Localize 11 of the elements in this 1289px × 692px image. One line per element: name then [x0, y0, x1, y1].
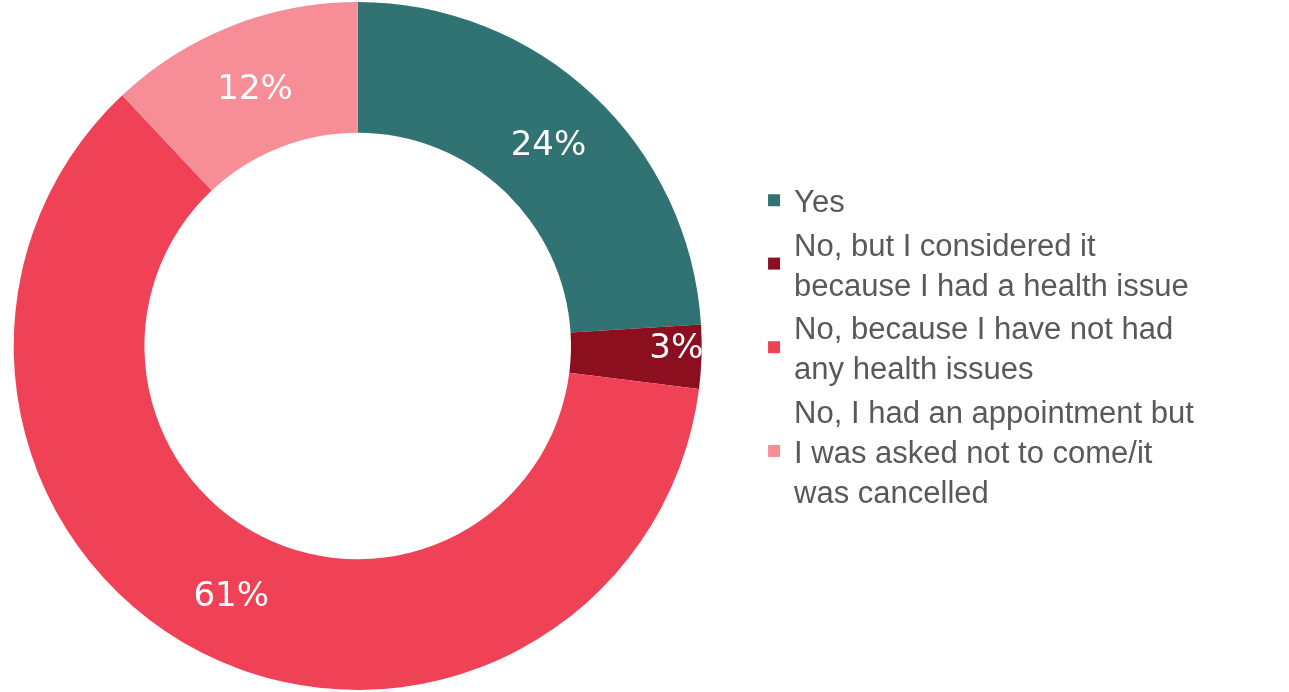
data-label: 24% [510, 122, 587, 163]
donut-slice [122, 2, 358, 191]
legend-label: No, because I have not had any health issues [794, 311, 1174, 387]
data-label: 3% [649, 326, 704, 366]
legend-label: No, but I considered it because I had a health issue [794, 227, 1189, 303]
legend-label: Yes [794, 184, 845, 220]
data-label: 12% [217, 66, 293, 107]
donut-slice [569, 324, 702, 390]
legend-label: No, I had an appointment but I was asked not to come/it was cancelled [793, 394, 1195, 511]
data-label: 61% [193, 574, 269, 615]
donut-slice [357, 2, 702, 333]
